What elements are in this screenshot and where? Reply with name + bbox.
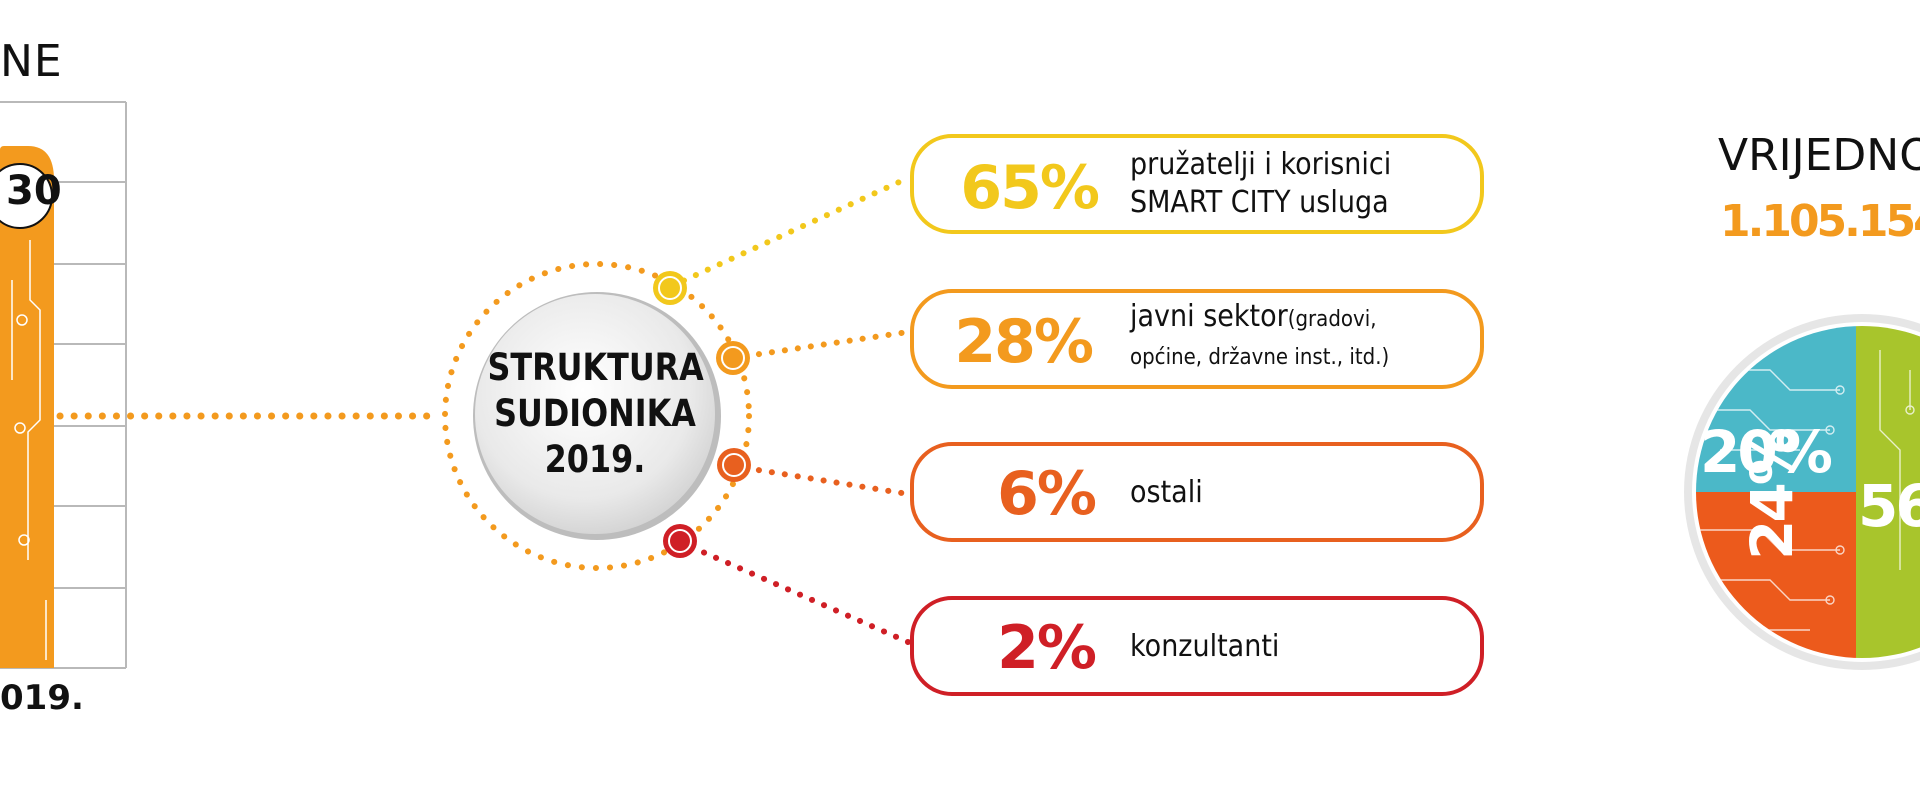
hub-label-line-1: STRUKTURA: [487, 346, 704, 389]
pie-label-20: 20%: [1700, 418, 1833, 486]
connector-1: [669, 175, 911, 289]
pill-3-border: [910, 442, 1484, 542]
pill-connectors: [669, 175, 911, 645]
hub-nodes: [653, 271, 751, 558]
pill-2-text: javni sektor(gradovi, općine, državne in…: [1130, 298, 1389, 377]
pie-label-56: 56: [1858, 472, 1920, 540]
node-4: [663, 524, 697, 558]
right-title-fragment: VRIJEDNO: [1718, 130, 1920, 181]
node-3: [717, 448, 751, 482]
pill-4-border: [910, 596, 1484, 696]
pill-borders: [910, 134, 1484, 696]
hub-label: STRUKTURA SUDIONIKA 2019.: [487, 345, 704, 483]
pill-3-text: ostali: [1130, 474, 1203, 512]
left-bar: [0, 146, 54, 668]
node-1: [653, 271, 687, 305]
pill-2-sub: (gradovi,: [1287, 307, 1377, 332]
pill-1-text: pružatelji i korisnici SMART CITY usluga: [1130, 146, 1391, 222]
pill-3-line-1: ostali: [1130, 475, 1203, 510]
right-value-fragment: 1.105.154: [1720, 196, 1920, 247]
hub-label-line-2: SUDIONIKA: [494, 392, 696, 435]
left-title-fragment: NE: [0, 36, 63, 87]
pill-4-text: konzultanti: [1130, 628, 1279, 666]
left-value-circle: [0, 163, 53, 229]
pill-4-line-1: konzultanti: [1130, 629, 1280, 664]
left-year-fragment: 019.: [0, 678, 84, 718]
hub-circle: [475, 294, 715, 534]
left-bar-chart: [0, 101, 127, 669]
hub-label-line-3: 2019.: [544, 438, 646, 481]
right-pie: [1684, 314, 1920, 670]
pill-2-border: [910, 289, 1484, 389]
node-2: [716, 341, 750, 375]
left-value-fragment: 30: [6, 168, 62, 214]
connector-4: [677, 539, 911, 645]
pill-1-line-1: pružatelji i korisnici: [1130, 147, 1392, 182]
pill-2-line-1: javni sektor: [1130, 299, 1288, 334]
pill-4-percent: 2%: [997, 613, 1097, 683]
pill-2-percent: 28%: [954, 307, 1094, 377]
pill-2-line-2: općine, državne inst., itd.): [1130, 345, 1390, 370]
pill-3-percent: 6%: [997, 459, 1097, 529]
pill-1-line-2: SMART CITY usluga: [1130, 185, 1389, 220]
pill-1-border: [910, 134, 1484, 234]
pie-label-24: 24%: [1738, 430, 1806, 560]
pill-1-percent: 65%: [960, 153, 1100, 223]
left-bar-circuit: [11, 240, 47, 660]
hub-dotted-ring: [442, 261, 752, 571]
